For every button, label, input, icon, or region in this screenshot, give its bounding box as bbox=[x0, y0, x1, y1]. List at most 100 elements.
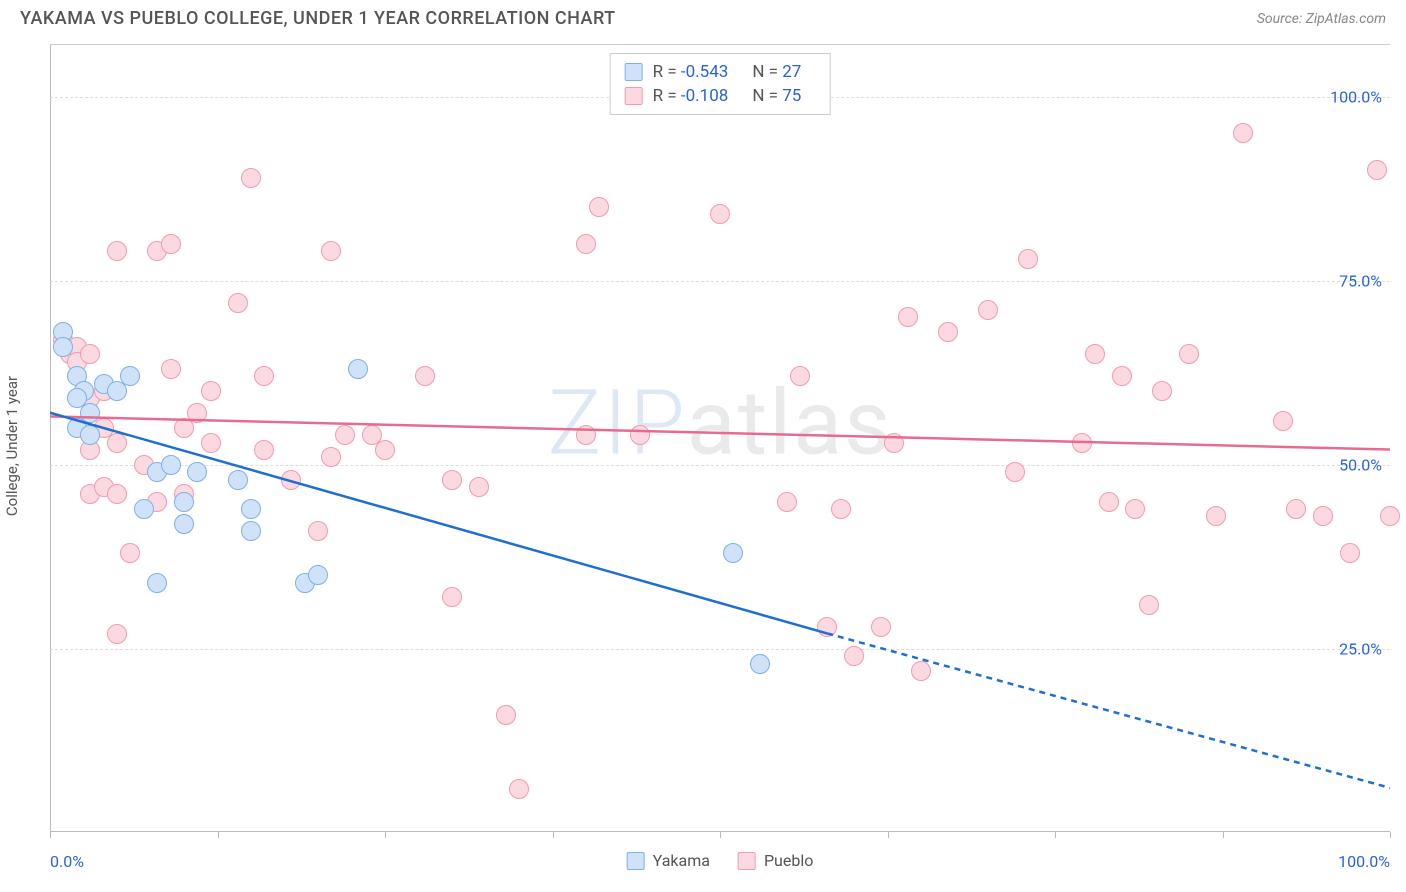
pueblo-point bbox=[1313, 506, 1333, 526]
pueblo-point bbox=[375, 440, 395, 460]
pueblo-point bbox=[1273, 411, 1293, 431]
pueblo-point bbox=[1286, 499, 1306, 519]
pueblo-point bbox=[107, 624, 127, 644]
pueblo-point bbox=[630, 425, 650, 445]
pueblo-point bbox=[241, 168, 261, 188]
legend-row-pueblo: R = -0.108 N = 75 bbox=[625, 84, 816, 108]
yakama-point bbox=[161, 455, 181, 475]
y-axis bbox=[50, 45, 51, 832]
yakama-point bbox=[723, 543, 743, 563]
pueblo-point bbox=[1099, 492, 1119, 512]
pueblo-point bbox=[161, 234, 181, 254]
pueblo-point bbox=[777, 492, 797, 512]
yakama-point bbox=[187, 462, 207, 482]
yakama-point bbox=[147, 573, 167, 593]
pueblo-point bbox=[161, 359, 181, 379]
y-tick-label: 50.0% bbox=[1339, 455, 1382, 474]
pueblo-point bbox=[1112, 366, 1132, 386]
pueblo-point bbox=[107, 241, 127, 261]
y-tick-label: 100.0% bbox=[1330, 87, 1382, 106]
pueblo-point bbox=[938, 322, 958, 342]
pueblo-point bbox=[1005, 462, 1025, 482]
pueblo-point bbox=[201, 381, 221, 401]
pueblo-point bbox=[1179, 344, 1199, 364]
yakama-point bbox=[174, 492, 194, 512]
pueblo-point bbox=[790, 366, 810, 386]
pueblo-point bbox=[1139, 595, 1159, 615]
pueblo-point bbox=[321, 241, 341, 261]
pueblo-point bbox=[1233, 123, 1253, 143]
y-tick-label: 75.0% bbox=[1339, 271, 1382, 290]
pueblo-point bbox=[978, 300, 998, 320]
yakama-point bbox=[241, 521, 261, 541]
pueblo-point bbox=[496, 705, 516, 725]
yakama-point bbox=[174, 514, 194, 534]
chart-plot-area: ZIPatlas R = -0.543 N = 27 R = -0.108 N … bbox=[50, 44, 1390, 832]
pueblo-point bbox=[884, 433, 904, 453]
pueblo-point bbox=[1340, 543, 1360, 563]
yakama-point bbox=[241, 499, 261, 519]
pueblo-point bbox=[1018, 249, 1038, 269]
pueblo-point bbox=[442, 587, 462, 607]
pueblo-point bbox=[187, 403, 207, 423]
pueblo-point bbox=[817, 617, 837, 637]
pueblo-point bbox=[1125, 499, 1145, 519]
gridline bbox=[50, 281, 1390, 282]
y-axis-title: College, Under 1 year bbox=[3, 376, 21, 516]
gridline bbox=[50, 465, 1390, 466]
pueblo-point bbox=[576, 234, 596, 254]
x-axis-max-label: 100.0% bbox=[1338, 852, 1390, 871]
pueblo-point bbox=[1072, 433, 1092, 453]
pueblo-point bbox=[1085, 344, 1105, 364]
yakama-point bbox=[120, 366, 140, 386]
pueblo-point bbox=[844, 646, 864, 666]
yakama-point bbox=[80, 425, 100, 445]
yakama-point bbox=[348, 359, 368, 379]
pueblo-point bbox=[308, 521, 328, 541]
pueblo-point bbox=[898, 307, 918, 327]
y-tick-label: 25.0% bbox=[1339, 639, 1382, 658]
pueblo-point bbox=[201, 433, 221, 453]
pueblo-point bbox=[1152, 381, 1172, 401]
pueblo-point bbox=[871, 617, 891, 637]
yakama-point bbox=[750, 654, 770, 674]
pueblo-point bbox=[509, 779, 529, 799]
pueblo-point bbox=[254, 440, 274, 460]
pueblo-point bbox=[281, 470, 301, 490]
pueblo-point bbox=[576, 425, 596, 445]
regression-line bbox=[50, 413, 827, 634]
pueblo-point bbox=[831, 499, 851, 519]
yakama-point bbox=[53, 337, 73, 357]
pueblo-point bbox=[228, 293, 248, 313]
x-tick bbox=[1390, 832, 1391, 838]
pueblo-point bbox=[107, 484, 127, 504]
yakama-swatch bbox=[625, 63, 643, 81]
source-label: Source: ZipAtlas.com bbox=[1257, 11, 1386, 27]
pueblo-point bbox=[911, 661, 931, 681]
pueblo-point bbox=[335, 425, 355, 445]
regression-line bbox=[827, 633, 1390, 787]
pueblo-point bbox=[1206, 506, 1226, 526]
pueblo-point bbox=[442, 470, 462, 490]
pueblo-point bbox=[80, 344, 100, 364]
pueblo-point bbox=[469, 477, 489, 497]
chart-title: YAKAMA VS PUEBLO COLLEGE, UNDER 1 YEAR C… bbox=[20, 8, 616, 29]
pueblo-point bbox=[1367, 160, 1387, 180]
correlation-legend: R = -0.543 N = 27 R = -0.108 N = 75 bbox=[610, 53, 831, 115]
pueblo-point bbox=[1380, 506, 1400, 526]
pueblo-point bbox=[120, 543, 140, 563]
yakama-point bbox=[228, 470, 248, 490]
gridline bbox=[50, 649, 1390, 650]
pueblo-point bbox=[415, 366, 435, 386]
legend-row-yakama: R = -0.543 N = 27 bbox=[625, 60, 816, 84]
pueblo-point bbox=[107, 433, 127, 453]
pueblo-point bbox=[321, 447, 341, 467]
watermark: ZIPatlas bbox=[548, 370, 893, 475]
x-axis-min-label: 0.0% bbox=[50, 852, 84, 871]
yakama-point bbox=[308, 565, 328, 585]
pueblo-point bbox=[710, 204, 730, 224]
yakama-point bbox=[134, 499, 154, 519]
pueblo-point bbox=[254, 366, 274, 386]
pueblo-point bbox=[589, 197, 609, 217]
pueblo-swatch bbox=[625, 87, 643, 105]
